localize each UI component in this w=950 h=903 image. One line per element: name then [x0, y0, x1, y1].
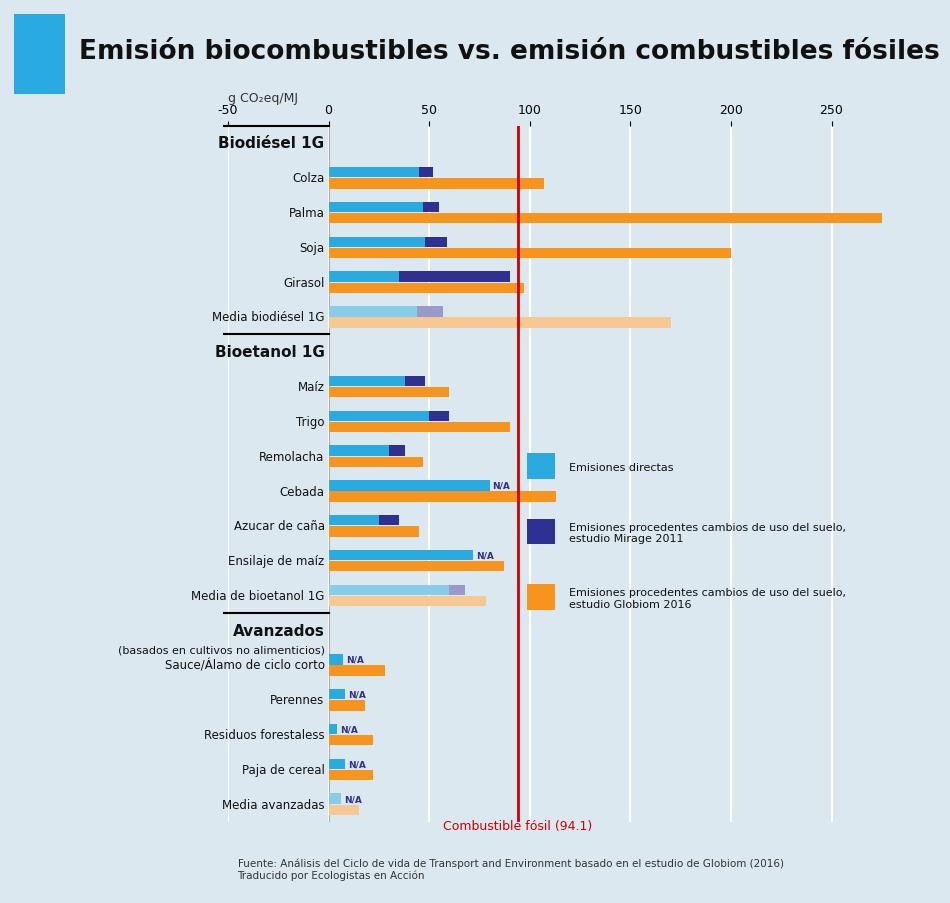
- Text: Emisiones directas: Emisiones directas: [569, 462, 674, 472]
- Text: Sauce/Álamo de ciclo corto: Sauce/Álamo de ciclo corto: [164, 659, 325, 672]
- Bar: [449, 585, 466, 595]
- Bar: [329, 168, 419, 178]
- Bar: [329, 735, 372, 746]
- Bar: [329, 562, 504, 572]
- Text: N/A: N/A: [348, 690, 366, 699]
- Bar: [526, 584, 555, 610]
- Text: Paja de cereal: Paja de cereal: [241, 763, 325, 776]
- Bar: [329, 516, 379, 526]
- Bar: [423, 202, 439, 213]
- Bar: [526, 453, 555, 479]
- Text: Bioetanol 1G: Bioetanol 1G: [215, 345, 325, 360]
- Bar: [329, 480, 489, 491]
- Bar: [329, 794, 341, 804]
- Bar: [329, 318, 671, 329]
- Text: Avanzados: Avanzados: [233, 623, 325, 638]
- Text: Media de bioetanol 1G: Media de bioetanol 1G: [191, 590, 325, 602]
- Text: Cebada: Cebada: [279, 485, 325, 498]
- Text: Emisiones procedentes cambios de uso del suelo,
estudio Globiom 2016: Emisiones procedentes cambios de uso del…: [569, 588, 846, 610]
- Text: Palma: Palma: [289, 207, 325, 219]
- Bar: [329, 770, 372, 780]
- Bar: [329, 202, 423, 213]
- Bar: [329, 423, 509, 433]
- Text: Remolacha: Remolacha: [259, 451, 325, 463]
- Text: Combustible fósil (94.1): Combustible fósil (94.1): [444, 819, 593, 833]
- Bar: [329, 214, 882, 224]
- Bar: [329, 237, 426, 247]
- Bar: [526, 519, 555, 545]
- Bar: [329, 689, 345, 700]
- Text: Emisiones procedentes cambios de uso del suelo,
estudio Mirage 2011: Emisiones procedentes cambios de uso del…: [569, 522, 846, 544]
- Bar: [399, 272, 509, 283]
- Bar: [329, 248, 731, 259]
- Text: N/A: N/A: [344, 795, 362, 804]
- Bar: [429, 411, 449, 422]
- Text: N/A: N/A: [346, 656, 364, 665]
- Bar: [329, 585, 449, 595]
- Bar: [329, 179, 543, 190]
- Text: Colza: Colza: [293, 172, 325, 185]
- Bar: [329, 596, 485, 607]
- Text: Fuente: Análisis del Ciclo de vida de Transport and Environment basado en el est: Fuente: Análisis del Ciclo de vida de Tr…: [238, 857, 784, 880]
- Text: Perennes: Perennes: [271, 694, 325, 706]
- Text: (basados en cultivos no alimenticios): (basados en cultivos no alimenticios): [118, 645, 325, 655]
- Text: Azucar de caña: Azucar de caña: [234, 520, 325, 533]
- Bar: [329, 550, 473, 561]
- Text: Media biodiésel 1G: Media biodiésel 1G: [212, 312, 325, 324]
- Bar: [329, 457, 423, 468]
- Bar: [329, 724, 336, 734]
- Text: Girasol: Girasol: [283, 276, 325, 289]
- Bar: [419, 168, 433, 178]
- Text: Media avanzadas: Media avanzadas: [222, 798, 325, 811]
- Text: Trigo: Trigo: [296, 415, 325, 428]
- Bar: [329, 655, 343, 665]
- Text: N/A: N/A: [492, 481, 510, 490]
- Bar: [329, 272, 399, 283]
- Bar: [329, 284, 523, 293]
- Bar: [14, 15, 66, 95]
- Bar: [329, 307, 417, 317]
- Bar: [417, 307, 444, 317]
- Bar: [389, 446, 405, 456]
- Bar: [329, 492, 556, 502]
- Text: g CO₂eq/MJ: g CO₂eq/MJ: [228, 92, 298, 105]
- Text: Ensilaje de maíz: Ensilaje de maíz: [228, 554, 325, 567]
- Bar: [329, 701, 365, 711]
- Bar: [329, 759, 345, 769]
- Bar: [379, 516, 399, 526]
- Bar: [329, 805, 359, 815]
- Bar: [329, 666, 385, 676]
- Text: Maíz: Maíz: [297, 381, 325, 394]
- Bar: [405, 377, 426, 386]
- Bar: [329, 387, 449, 398]
- Text: Emisión biocombustibles vs. emisión combustibles fósiles: Emisión biocombustibles vs. emisión comb…: [80, 40, 940, 65]
- Text: N/A: N/A: [348, 759, 366, 768]
- Text: N/A: N/A: [477, 551, 494, 560]
- Bar: [329, 446, 389, 456]
- Bar: [329, 411, 429, 422]
- Bar: [426, 237, 447, 247]
- Text: Residuos forestaless: Residuos forestaless: [204, 729, 325, 741]
- Text: Biodiésel 1G: Biodiésel 1G: [218, 136, 325, 152]
- Bar: [329, 526, 419, 537]
- Text: Soja: Soja: [299, 242, 325, 255]
- Text: N/A: N/A: [340, 725, 357, 734]
- Bar: [329, 377, 405, 386]
